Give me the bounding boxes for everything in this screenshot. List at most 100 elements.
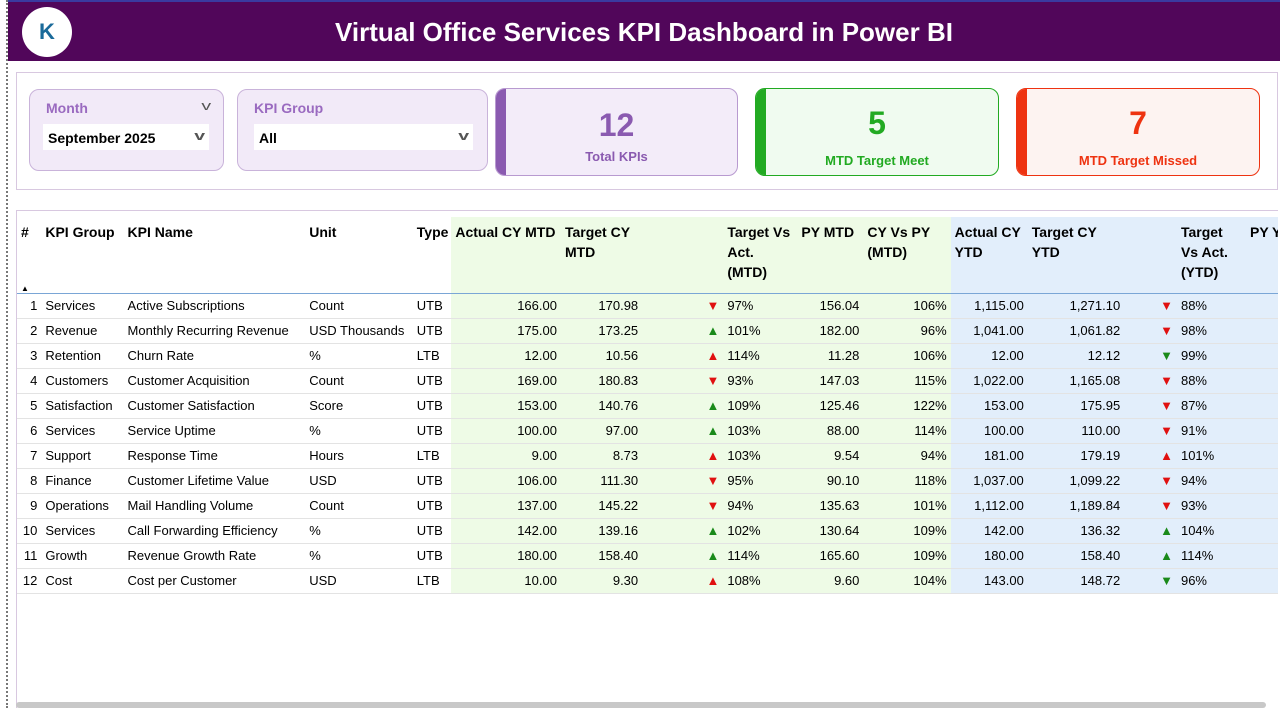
table-cell: 1,099.22 <box>1027 468 1125 494</box>
column-header[interactable] <box>642 217 724 294</box>
column-header[interactable]: Target CY MTD <box>560 217 643 294</box>
table-row[interactable]: 12 Cost Cost per Customer USD LTB 10.00 9.30 ▲ 1… <box>17 568 1278 594</box>
column-header[interactable]: Target CY YTD <box>1027 217 1125 294</box>
table-cell: 90.10 <box>797 468 864 494</box>
horizontal-scrollbar[interactable] <box>16 702 1266 708</box>
column-header[interactable]: # ▲ <box>17 217 42 294</box>
table-cell: % <box>305 518 413 544</box>
table-cell: 1,115.00 <box>950 293 1028 319</box>
table-cell: Count <box>305 493 413 519</box>
page-title: Virtual Office Services KPI Dashboard in… <box>335 17 953 47</box>
table-row[interactable]: 4 Customers Customer Acquisition Count UTB 16… <box>17 368 1278 394</box>
table-cell: 147.03 <box>797 368 864 394</box>
table-cell: 12.00 <box>950 343 1028 369</box>
table-cell: 180.83 <box>560 368 643 394</box>
table-cell: Call Forwarding Efficiency <box>123 518 306 544</box>
table-row[interactable]: 11 Growth Revenue Growth Rate% UTB 180.00 158… <box>17 543 1278 569</box>
table-row[interactable]: 2 Revenue Monthly Recurring Revenue USD Tho… <box>17 318 1278 344</box>
mtd-target-missed-card: 7 MTD Target Missed <box>1016 88 1260 176</box>
table-cell: 1,07 <box>1245 293 1278 319</box>
table-cell: 137.00 <box>451 493 561 519</box>
table-cell: 87% <box>1176 393 1246 419</box>
table-cell: 9.00 <box>451 443 561 469</box>
table-cell: UTB <box>412 318 452 344</box>
table-cell: 88.00 <box>797 418 864 444</box>
kpi-group-dropdown[interactable]: All v <box>254 124 473 150</box>
triangle-up-green-icon: ▲ <box>642 518 724 544</box>
mtd-target-missed-label: MTD Target Missed <box>1078 153 1198 168</box>
table-cell: 101% <box>723 318 798 344</box>
triangle-up-red-icon: ▲ <box>642 568 724 594</box>
table-row[interactable]: 8 Finance Customer Lifetime Value USD UTB 106… <box>17 468 1278 494</box>
table-cell: 148.72 <box>1027 568 1125 594</box>
table-cell: 98% <box>1176 318 1246 344</box>
column-header[interactable]: PY MTD <box>797 217 864 294</box>
triangle-down-red-icon: ▼ <box>642 493 724 519</box>
table-cell: 12 <box>17 568 42 594</box>
table-cell: 94% <box>863 443 951 469</box>
table-cell: 4 <box>17 368 42 394</box>
triangle-down-red-icon: ▼ <box>1124 493 1177 519</box>
logo: K <box>22 7 72 57</box>
table-row[interactable]: 1 Services Active Subscriptions Count UTB 166… <box>17 293 1278 319</box>
table-cell: Finance <box>41 468 124 494</box>
table-cell: 106.00 <box>451 468 561 494</box>
triangle-down-green-icon: ▼ <box>1124 343 1177 369</box>
table-cell: Support <box>41 443 124 469</box>
column-header[interactable]: CY Vs PY (MTD) <box>863 217 951 294</box>
table-cell: 142.00 <box>950 518 1028 544</box>
table-cell: Revenue Growth Rate <box>123 543 306 569</box>
table-cell: Count <box>305 368 413 394</box>
chevron-down-icon: v <box>193 128 205 143</box>
column-header[interactable]: PY YTD <box>1245 217 1278 294</box>
month-dropdown[interactable]: September 2025 v <box>43 124 209 150</box>
table-cell: 170.98 <box>560 293 643 319</box>
table-row[interactable]: 9 Operations Mail Handling Volume Count UTB 1… <box>17 493 1278 519</box>
kpi-group-slicer[interactable]: KPI Group All v <box>237 89 488 171</box>
table-cell: Customer Lifetime Value <box>123 468 306 494</box>
table-cell: 165.60 <box>797 543 864 569</box>
column-header[interactable]: Target Vs Act. (YTD) <box>1176 217 1246 294</box>
table-row[interactable]: 10 Services Call Forwarding Efficiency% UTB… <box>17 518 1278 544</box>
table-cell: 1 <box>17 293 42 319</box>
column-header[interactable]: KPI Name <box>123 217 306 294</box>
table-row[interactable]: 7 Support Response Time Hours LTB 9.00 8.73 ▲ 10… <box>17 443 1278 469</box>
card-accent <box>1017 89 1027 175</box>
column-header[interactable]: Actual CY MTD <box>451 217 561 294</box>
table-cell: 130.64 <box>797 518 864 544</box>
table-cell: 182.00 <box>797 318 864 344</box>
table-cell: 114% <box>723 543 798 569</box>
month-slicer[interactable]: Month v September 2025 v <box>29 89 224 171</box>
column-header[interactable]: Unit <box>305 217 413 294</box>
table-cell: 96% <box>863 318 951 344</box>
table-cell: UTB <box>412 393 452 419</box>
table-cell: Cost per Customer <box>123 568 306 594</box>
table-cell: 10.56 <box>560 343 643 369</box>
table-cell: Growth <box>41 543 124 569</box>
table-cell: 100.00 <box>950 418 1028 444</box>
triangle-up-green-icon: ▲ <box>642 543 724 569</box>
column-header[interactable]: Target Vs Act. (MTD) <box>723 217 798 294</box>
table-cell: 156.04 <box>797 293 864 319</box>
chevron-down-icon[interactable]: v <box>200 98 211 113</box>
table-cell: 1,041.00 <box>950 318 1028 344</box>
kpi-group-value: All <box>259 130 277 146</box>
table-cell: 88 <box>1245 368 1278 394</box>
column-header[interactable]: Actual CY YTD <box>950 217 1028 294</box>
table-cell: Count <box>305 293 413 319</box>
table-row[interactable]: 3 Retention Churn Rate% LTB 12.00 10.56 ▲ 114% 1… <box>17 343 1278 369</box>
table-cell: LTB <box>412 568 452 594</box>
table-cell: 99% <box>1176 343 1246 369</box>
table-row[interactable]: 6 Services Service Uptime% UTB 100.00 97.00 ▲ 1… <box>17 418 1278 444</box>
table-cell: 111.30 <box>560 468 643 494</box>
table-cell: 8 <box>17 468 42 494</box>
mtd-target-meet-card: 5 MTD Target Meet <box>755 88 999 176</box>
table-cell: LTB <box>412 343 452 369</box>
triangle-down-red-icon: ▼ <box>1124 468 1177 494</box>
sort-ascending-icon[interactable]: ▲ <box>21 284 29 293</box>
table-row[interactable]: 5 Satisfaction Customer Satisfaction Score U… <box>17 393 1278 419</box>
column-header[interactable] <box>1124 217 1177 294</box>
column-header[interactable]: Type <box>412 217 452 294</box>
table-cell: Services <box>41 293 124 319</box>
column-header[interactable]: KPI Group <box>41 217 124 294</box>
